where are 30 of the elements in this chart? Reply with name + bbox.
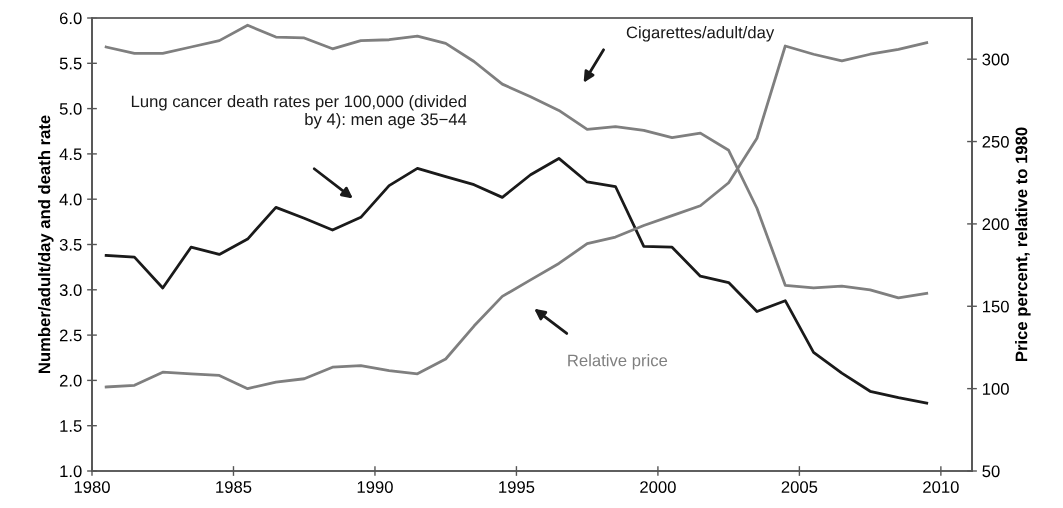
x-tick-label: 1990 [357, 481, 393, 493]
annotation: Relative price [568, 354, 668, 370]
y2-axis-title: Price percent, relative to 1980 [1015, 127, 1031, 362]
y-tick-label: 2.5 [59, 329, 82, 342]
x-tick-label: 2005 [781, 481, 818, 493]
y2-tick-label: 100 [982, 383, 1009, 395]
y2-tick-label: 50 [982, 465, 1000, 478]
y2-tick-label: 150 [982, 300, 1009, 313]
x-tick-label: 1995 [499, 481, 535, 493]
x-tick-label: 1985 [216, 481, 252, 493]
y-tick-label: 3.0 [59, 284, 82, 296]
y-tick-label: 4.0 [59, 193, 82, 206]
y-tick-label: 5.5 [59, 57, 82, 70]
x-tick-label: 2010 [923, 481, 959, 493]
y-tick-label: 5.0 [59, 103, 82, 115]
y-tick-label: 6.0 [59, 12, 82, 25]
y-tick-label: 2.0 [59, 374, 82, 387]
x-tick-label: 2000 [640, 481, 676, 493]
y2-tick-label: 200 [982, 218, 1009, 231]
y-tick-label: 3.5 [59, 238, 82, 251]
annotation: Cigarettes/adult/day [626, 26, 775, 42]
y-tick-label: 1.5 [60, 420, 82, 432]
annotation: Lung cancer death rates per 100,000 (divided by 4): men age 35−44 [131, 95, 467, 129]
y2-tick-label: 250 [982, 135, 1009, 148]
y-tick-label: 4.5 [59, 148, 82, 161]
y-axis-title: Number/adult/day and death rate [38, 115, 54, 374]
y-tick-label: 1.0 [60, 465, 82, 478]
y2-tick-label: 300 [982, 53, 1009, 66]
x-tick-label: 1980 [74, 481, 110, 493]
line-series [104, 157, 929, 405]
